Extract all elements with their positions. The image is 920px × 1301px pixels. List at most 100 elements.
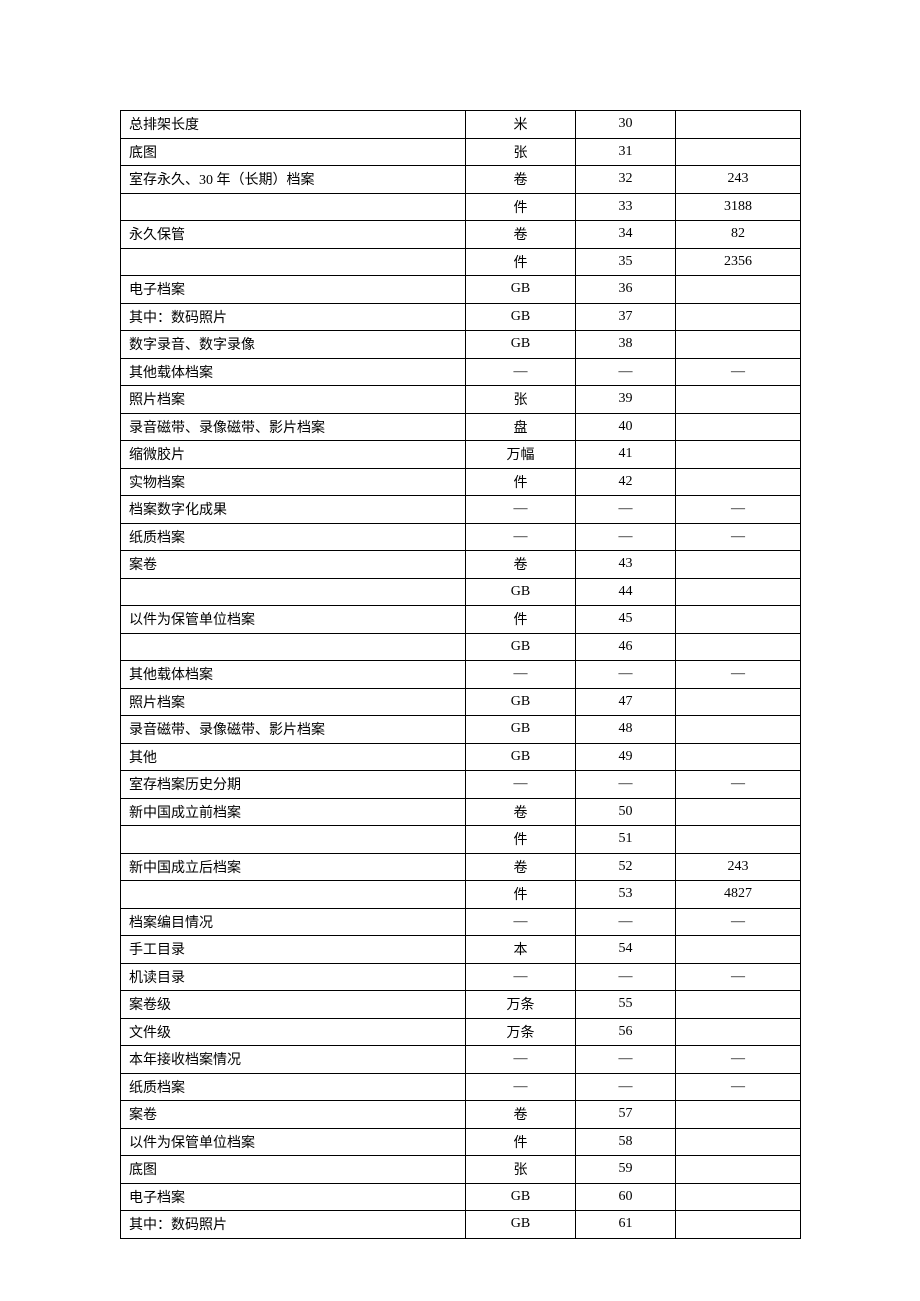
cell-val xyxy=(676,138,801,166)
cell-label: 电子档案 xyxy=(121,276,466,304)
cell-seq: 51 xyxy=(576,826,676,854)
cell-seq: 44 xyxy=(576,578,676,606)
cell-unit: GB xyxy=(466,276,576,304)
cell-unit: GB xyxy=(466,331,576,359)
cell-unit: 张 xyxy=(466,138,576,166)
cell-val: — xyxy=(676,963,801,991)
cell-seq: 56 xyxy=(576,1018,676,1046)
cell-seq: 61 xyxy=(576,1211,676,1239)
cell-val: 4827 xyxy=(676,881,801,909)
cell-label: 案卷 xyxy=(121,551,466,579)
cell-val xyxy=(676,386,801,414)
cell-seq: 47 xyxy=(576,688,676,716)
table-row: 录音磁带、录像磁带、影片档案盘40 xyxy=(121,413,801,441)
cell-unit: 件 xyxy=(466,1128,576,1156)
cell-unit: 件 xyxy=(466,881,576,909)
cell-label: 档案编目情况 xyxy=(121,908,466,936)
cell-seq: 33 xyxy=(576,193,676,221)
table-row: 本年接收档案情况——— xyxy=(121,1046,801,1074)
table-row: 电子档案GB36 xyxy=(121,276,801,304)
cell-unit: GB xyxy=(466,743,576,771)
cell-seq: 45 xyxy=(576,606,676,634)
cell-val: — xyxy=(676,1073,801,1101)
cell-val xyxy=(676,468,801,496)
cell-val xyxy=(676,716,801,744)
cell-unit: GB xyxy=(466,716,576,744)
cell-val xyxy=(676,826,801,854)
cell-val: 2356 xyxy=(676,248,801,276)
archive-table: 总排架长度米30底图张31室存永久、30 年（长期）档案卷32243件33318… xyxy=(120,110,801,1239)
cell-unit: 万幅 xyxy=(466,441,576,469)
cell-unit: — xyxy=(466,908,576,936)
cell-label: 底图 xyxy=(121,138,466,166)
cell-val: — xyxy=(676,358,801,386)
table-row: 永久保管卷3482 xyxy=(121,221,801,249)
cell-unit: 件 xyxy=(466,193,576,221)
cell-val xyxy=(676,551,801,579)
cell-seq: 43 xyxy=(576,551,676,579)
cell-seq: 55 xyxy=(576,991,676,1019)
cell-unit: 件 xyxy=(466,606,576,634)
table-row: 缩微胶片万幅41 xyxy=(121,441,801,469)
cell-val xyxy=(676,1101,801,1129)
cell-val xyxy=(676,936,801,964)
cell-seq: 31 xyxy=(576,138,676,166)
cell-label: 手工目录 xyxy=(121,936,466,964)
cell-label: 机读目录 xyxy=(121,963,466,991)
cell-val xyxy=(676,441,801,469)
cell-val xyxy=(676,1156,801,1184)
table-row: 照片档案张39 xyxy=(121,386,801,414)
cell-label: 案卷 xyxy=(121,1101,466,1129)
cell-label: 其他 xyxy=(121,743,466,771)
cell-seq: 49 xyxy=(576,743,676,771)
cell-label: 永久保管 xyxy=(121,221,466,249)
table-row: 机读目录——— xyxy=(121,963,801,991)
cell-val xyxy=(676,1211,801,1239)
cell-seq: 60 xyxy=(576,1183,676,1211)
cell-seq: 38 xyxy=(576,331,676,359)
cell-label: 其他载体档案 xyxy=(121,358,466,386)
table-row: 档案编目情况——— xyxy=(121,908,801,936)
cell-unit: — xyxy=(466,358,576,386)
table-row: 件51 xyxy=(121,826,801,854)
cell-seq: 50 xyxy=(576,798,676,826)
cell-seq: 53 xyxy=(576,881,676,909)
cell-unit: 件 xyxy=(466,248,576,276)
table-row: 件333188 xyxy=(121,193,801,221)
cell-label: 其他载体档案 xyxy=(121,661,466,689)
cell-val xyxy=(676,743,801,771)
cell-unit: 万条 xyxy=(466,991,576,1019)
cell-seq: — xyxy=(576,358,676,386)
cell-label: 纸质档案 xyxy=(121,523,466,551)
cell-unit: 卷 xyxy=(466,166,576,194)
table-row: 总排架长度米30 xyxy=(121,111,801,139)
cell-unit: — xyxy=(466,1046,576,1074)
cell-seq: 35 xyxy=(576,248,676,276)
table-row: 底图张59 xyxy=(121,1156,801,1184)
cell-label: 实物档案 xyxy=(121,468,466,496)
cell-unit: 卷 xyxy=(466,798,576,826)
cell-seq: — xyxy=(576,496,676,524)
cell-val xyxy=(676,991,801,1019)
cell-seq: 48 xyxy=(576,716,676,744)
cell-label: 缩微胶片 xyxy=(121,441,466,469)
cell-seq: 57 xyxy=(576,1101,676,1129)
cell-unit: 本 xyxy=(466,936,576,964)
cell-unit: 卷 xyxy=(466,221,576,249)
cell-unit: — xyxy=(466,1073,576,1101)
table-row: 室存档案历史分期——— xyxy=(121,771,801,799)
cell-val: 3188 xyxy=(676,193,801,221)
cell-unit: — xyxy=(466,661,576,689)
table-row: 其他GB49 xyxy=(121,743,801,771)
cell-unit: — xyxy=(466,523,576,551)
cell-unit: GB xyxy=(466,1183,576,1211)
cell-label: 电子档案 xyxy=(121,1183,466,1211)
cell-label: 本年接收档案情况 xyxy=(121,1046,466,1074)
cell-unit: — xyxy=(466,771,576,799)
cell-val xyxy=(676,303,801,331)
cell-label: 照片档案 xyxy=(121,386,466,414)
cell-seq: 54 xyxy=(576,936,676,964)
table-row: 案卷级万条55 xyxy=(121,991,801,1019)
table-row: 照片档案GB47 xyxy=(121,688,801,716)
cell-unit: 张 xyxy=(466,1156,576,1184)
